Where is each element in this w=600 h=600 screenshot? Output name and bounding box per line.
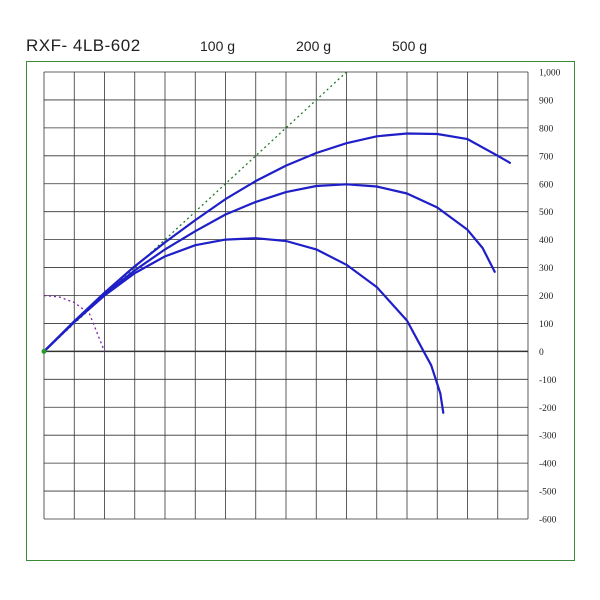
y-tick-label: 100 [539, 320, 554, 330]
series-line-200g [42, 183, 496, 353]
y-tick-label: 500 [539, 208, 554, 218]
legend-label-100g: 100 g [200, 38, 236, 54]
series-line-500g [42, 132, 511, 353]
y-tick-label: 0 [539, 348, 544, 358]
y-tick-label: -200 [539, 404, 557, 414]
origin-point [41, 348, 47, 354]
legend-label-200g: 200 g [296, 38, 332, 54]
chart-frame [26, 61, 575, 561]
reference-arc-line [43, 294, 106, 352]
y-tick-label: -300 [539, 432, 557, 442]
y-tick-label: 600 [539, 180, 554, 190]
y-tick-label: 300 [539, 264, 554, 274]
y-tick-label: -600 [539, 516, 557, 526]
series-line-100g [42, 237, 445, 414]
y-tick-label: 800 [539, 124, 554, 134]
y-tick-label: -400 [539, 460, 557, 470]
y-tick-label: 900 [539, 96, 554, 106]
y-tick-label: -500 [539, 488, 557, 498]
y-tick-label: 1,000 [539, 69, 561, 79]
reference-diagonal-line [43, 71, 347, 352]
legend-label-500g: 500 g [392, 38, 428, 54]
chart-header: RXF- 4LB-602 100 g 200 g 500 g [0, 36, 600, 60]
y-tick-label: -100 [539, 376, 557, 386]
y-tick-label: 700 [539, 152, 554, 162]
y-tick-label: 200 [539, 292, 554, 302]
chart-title: RXF- 4LB-602 [26, 36, 141, 55]
y-tick-label: 400 [539, 236, 554, 246]
